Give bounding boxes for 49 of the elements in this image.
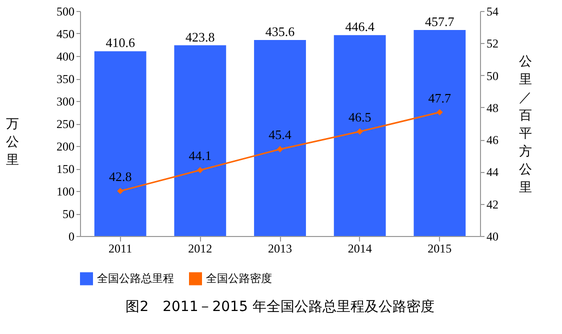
data-label: 446.4 [345,19,375,34]
x-tick-label: 2014 [348,242,372,256]
y2-tick-label: 42 [486,197,498,212]
text: 图2 2011－2015 年全国公路总里程及公路密度 [126,299,434,315]
y-tick-label: 0 [68,230,74,244]
point [197,166,204,174]
point [276,146,284,152]
legend-label: 全国公路密度 [206,272,272,285]
y-tick-label: 250 [56,117,74,131]
y2-tick-label: 50 [486,68,498,83]
y-tick-label: 350 [56,72,74,86]
y-tick-label: 100 [56,184,74,198]
y-tick-label: 150 [56,162,74,176]
y2-tick-label: 52 [486,36,498,51]
bar [174,45,226,236]
data-label: 47.7 [428,90,452,106]
x-tick-label: 2011 [108,242,132,256]
y-tick-label: 500 [56,4,74,18]
y-tick-label: 400 [56,50,74,64]
y-tick-label: 300 [56,94,74,108]
y2-tick-label: 46 [486,133,498,148]
x-tick-label: 2013 [268,242,292,256]
bar [94,51,146,236]
y-tick-label: 200 [56,140,74,154]
y2-tick-label: 40 [486,230,498,244]
x-tick-label: 2015 [428,242,452,256]
data-label: 435.6 [265,24,296,39]
y2-tick-label: 48 [486,100,498,115]
y-axis-title: 万公里 [6,117,19,168]
data-label: 410.6 [106,35,136,50]
data-label: 42.8 [108,169,132,184]
point [436,109,443,116]
data-label: 457.7 [425,14,455,30]
data-label: 46.5 [348,110,372,125]
point [117,188,124,194]
data-label: 44.1 [188,148,212,164]
x-tick-label: 2012 [188,242,212,256]
bar [254,40,306,236]
y2-tick-label: 54 [486,4,498,18]
data-label: 45.4 [268,127,292,142]
y-tick-label: 450 [56,27,74,41]
legend-label: 全国公路总里程 [97,272,174,285]
y-tick-label: 50 [62,207,74,221]
y2-axis-title: 公里／百平方公里 [519,54,532,196]
bar [414,30,466,236]
bar [334,35,386,236]
y2-tick-label: 44 [486,165,498,180]
data-label: 423.8 [186,29,215,44]
point [356,128,363,135]
